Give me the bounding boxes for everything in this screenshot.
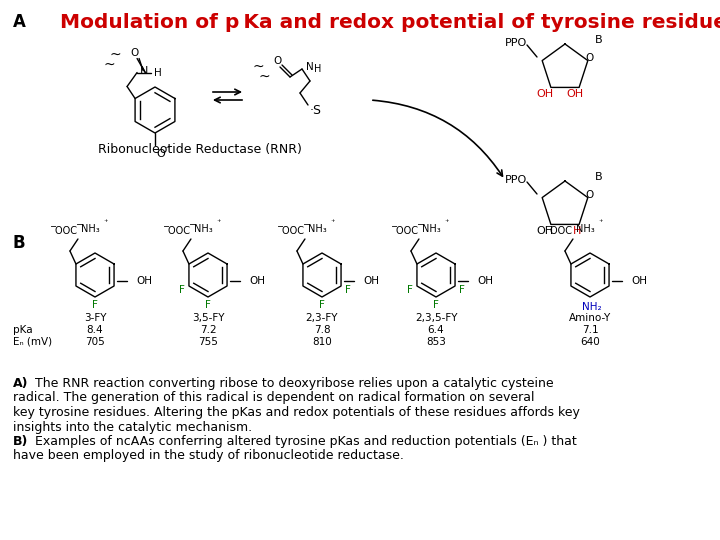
Text: F: F [92,300,98,310]
Text: key tyrosine residues. Altering the pKas and redox potentials of these residues : key tyrosine residues. Altering the pKas… [13,406,580,419]
Text: O: O [273,56,281,66]
Text: OH: OH [477,276,493,286]
Text: radical. The generation of this radical is dependent on radical formation on sev: radical. The generation of this radical … [13,392,534,404]
Text: F: F [407,285,413,295]
Text: OH: OH [567,89,584,99]
Text: B: B [595,172,603,182]
Text: insights into the catalytic mechanism.: insights into the catalytic mechanism. [13,421,252,434]
Text: ~: ~ [103,57,115,71]
Text: F: F [205,300,211,310]
Text: ~: ~ [258,70,270,84]
Text: pKa: pKa [13,325,32,335]
Text: ⁺: ⁺ [444,219,449,227]
Text: N: N [306,62,314,72]
Text: 853: 853 [426,337,446,347]
Text: ̅NH₃: ̅NH₃ [309,224,328,234]
Text: O: O [585,53,593,63]
Text: OH: OH [536,89,554,99]
Text: ̅OOC: ̅OOC [283,226,305,236]
Text: H: H [154,68,162,78]
Text: F: F [319,300,325,310]
Text: ̅OOC: ̅OOC [551,226,573,236]
Text: ~: ~ [109,48,121,62]
Text: ̅NH₃: ̅NH₃ [82,224,101,234]
Text: H: H [314,64,321,74]
Text: ⁻: ⁻ [164,145,169,155]
Text: ̅NH₃: ̅NH₃ [195,224,214,234]
Text: Ribonucleotide Reductase (RNR): Ribonucleotide Reductase (RNR) [98,144,302,157]
Text: ⁺: ⁺ [330,219,335,227]
Text: 640: 640 [580,337,600,347]
Text: ⁺: ⁺ [103,219,107,227]
Text: NH₂: NH₂ [582,302,602,312]
Text: B): B) [13,435,28,448]
Text: 7.1: 7.1 [582,325,598,335]
Text: 7.8: 7.8 [314,325,330,335]
Text: A: A [13,13,26,31]
Text: PPO: PPO [505,38,527,48]
Text: ̅NH₃: ̅NH₃ [577,224,595,234]
Text: ⁺: ⁺ [598,219,603,227]
Text: Modulation of p Ka and redox potential of tyrosine residues: Modulation of p Ka and redox potential o… [60,13,720,32]
Text: N: N [140,66,148,77]
Text: B: B [595,35,603,45]
Text: O: O [585,190,593,200]
Text: ̅OOC: ̅OOC [397,226,419,236]
Text: 7.2: 7.2 [199,325,216,335]
Text: F: F [179,285,185,295]
Text: 810: 810 [312,337,332,347]
Text: OH: OH [536,226,554,236]
Text: OH: OH [249,276,265,286]
Text: 8.4: 8.4 [86,325,103,335]
Text: OH: OH [136,276,152,286]
Text: 3-FY: 3-FY [84,313,107,323]
Text: 705: 705 [85,337,105,347]
Text: 755: 755 [198,337,218,347]
Text: 2,3-FY: 2,3-FY [306,313,338,323]
Text: Amino-Y: Amino-Y [569,313,611,323]
Text: F: F [433,300,439,310]
Text: F: F [345,285,351,295]
Text: F: F [459,285,465,295]
Text: OH: OH [363,276,379,286]
Text: B: B [13,234,26,252]
Text: A): A) [13,377,29,390]
Text: Eₙ (mV): Eₙ (mV) [13,337,52,347]
Text: 3,5-FY: 3,5-FY [192,313,224,323]
Text: O: O [156,149,165,159]
Text: ~: ~ [252,60,264,74]
Text: OH: OH [631,276,647,286]
Text: ̅NH₃: ̅NH₃ [423,224,441,234]
Text: ·S: ·S [310,105,322,118]
Text: 2,3,5-FY: 2,3,5-FY [415,313,457,323]
Text: ̅OOC: ̅OOC [56,226,78,236]
Text: ⁺: ⁺ [216,219,220,227]
Text: Examples of ncAAs conferring altered tyrosine pKas and reduction potentials (Eₙ : Examples of ncAAs conferring altered tyr… [31,435,577,448]
Text: O: O [130,48,138,57]
Text: The RNR reaction converting ribose to deoxyribose relies upon a catalytic cystei: The RNR reaction converting ribose to de… [31,377,554,390]
Text: have been employed in the study of ribonucleotide reductase.: have been employed in the study of ribon… [13,449,404,462]
Text: ̅OOC: ̅OOC [169,226,191,236]
Text: H: H [573,226,581,236]
Text: PPO: PPO [505,175,527,185]
Text: 6.4: 6.4 [428,325,444,335]
